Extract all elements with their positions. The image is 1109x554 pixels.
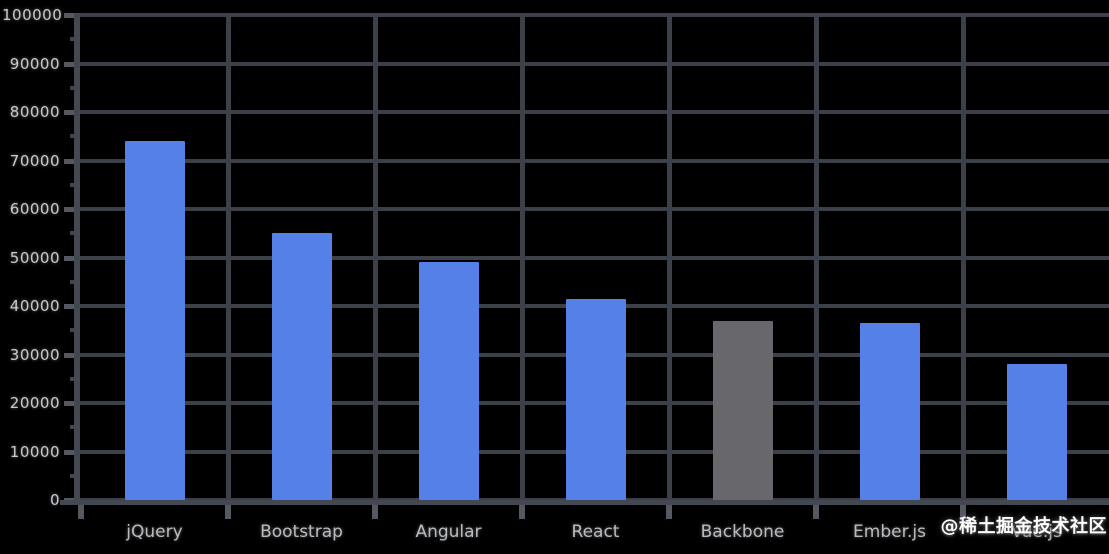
y-axis-minor-tick bbox=[70, 231, 77, 236]
h-gridline bbox=[76, 255, 1109, 260]
x-axis-tick bbox=[960, 500, 966, 519]
y-axis-tick bbox=[64, 352, 76, 358]
y-axis-minor-tick bbox=[70, 134, 77, 139]
x-axis-tick bbox=[78, 500, 84, 519]
x-axis-tick bbox=[666, 500, 672, 519]
y-axis-tick-label: 80000 bbox=[9, 103, 60, 121]
category-label: React bbox=[571, 522, 620, 542]
x-axis-tick bbox=[372, 500, 378, 519]
y-axis-tick bbox=[64, 61, 76, 67]
category-label: Bootstrap bbox=[260, 522, 343, 542]
bar-jQuery bbox=[124, 141, 185, 500]
v-gridline bbox=[961, 13, 966, 500]
h-gridline bbox=[76, 13, 1109, 17]
y-axis-minor-tick bbox=[70, 425, 77, 430]
bar-Vue.js bbox=[1006, 364, 1067, 500]
bar-Angular bbox=[418, 262, 479, 500]
y-axis-minor-tick bbox=[70, 37, 77, 42]
y-axis-tick bbox=[64, 449, 76, 455]
v-gridline bbox=[373, 13, 378, 500]
y-axis-tick bbox=[64, 401, 76, 406]
bar-Backbone bbox=[712, 321, 773, 500]
category-label: Backbone bbox=[700, 522, 785, 542]
bar-Ember.js bbox=[859, 323, 920, 500]
y-axis-tick bbox=[64, 207, 76, 212]
v-gridline bbox=[814, 13, 819, 500]
y-axis-tick bbox=[64, 110, 76, 115]
v-gridline bbox=[520, 13, 525, 500]
bar-React bbox=[565, 299, 626, 500]
y-axis-minor-tick bbox=[70, 279, 77, 284]
x-axis-line bbox=[60, 500, 1109, 505]
y-axis-line bbox=[74, 13, 80, 505]
y-axis-minor-tick bbox=[70, 85, 77, 90]
v-gridline bbox=[226, 13, 231, 500]
y-axis-minor-tick bbox=[70, 376, 77, 381]
h-gridline bbox=[76, 110, 1109, 114]
h-gridline bbox=[76, 158, 1109, 163]
x-axis-tick bbox=[519, 500, 525, 519]
bar-Bootstrap bbox=[271, 233, 332, 500]
y-axis-tick bbox=[64, 13, 76, 18]
category-label: Angular bbox=[415, 522, 482, 542]
y-axis-tick-label: 0 bbox=[49, 491, 60, 509]
y-axis-tick-label: 10000 bbox=[9, 442, 60, 461]
y-axis-tick-label: 40000 bbox=[9, 297, 60, 315]
y-axis-tick bbox=[64, 304, 76, 309]
x-axis-tick bbox=[813, 500, 819, 519]
y-axis-tick-label: 100000 bbox=[2, 6, 63, 24]
category-label: Ember.js bbox=[853, 522, 926, 542]
category-label: jQuery bbox=[126, 522, 183, 542]
category-label: Vue.js bbox=[1011, 522, 1062, 542]
y-axis-minor-tick bbox=[70, 182, 77, 187]
y-axis-tick-label: 60000 bbox=[9, 200, 60, 218]
v-gridline bbox=[667, 13, 672, 500]
y-axis-tick bbox=[64, 158, 76, 164]
y-axis-minor-tick bbox=[70, 473, 77, 478]
y-axis-minor-tick bbox=[70, 328, 77, 333]
y-axis-tick-label: 30000 bbox=[9, 345, 60, 364]
y-axis-tick-label: 90000 bbox=[9, 54, 60, 73]
h-gridline bbox=[76, 61, 1109, 66]
x-axis-tick bbox=[225, 500, 231, 519]
watermark: @稀土掘金技术社区 bbox=[940, 516, 1107, 537]
y-axis-tick-label: 20000 bbox=[9, 394, 60, 412]
y-axis-tick-label: 50000 bbox=[9, 248, 60, 267]
h-gridline bbox=[76, 207, 1109, 211]
y-axis-tick bbox=[64, 255, 76, 261]
y-axis-tick-label: 70000 bbox=[9, 151, 60, 170]
